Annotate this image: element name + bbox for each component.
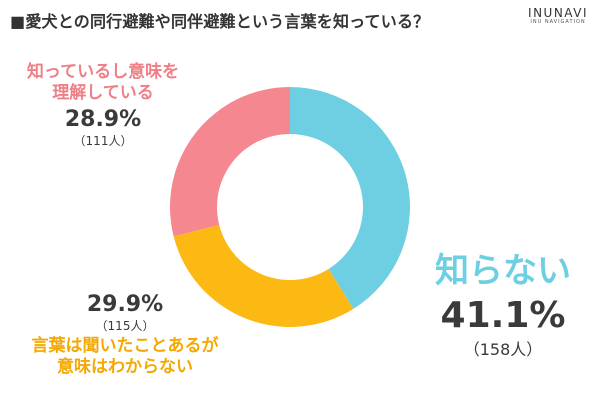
count-label: （158人） bbox=[463, 339, 543, 359]
brand-name: INUNAVI bbox=[528, 6, 588, 20]
category-label-line: 知っているし意味を bbox=[26, 62, 180, 82]
chart-title: ■愛犬との同行避難や同伴避難という言葉を知っている？ bbox=[10, 12, 430, 31]
category-label-line: 理解している bbox=[52, 83, 154, 104]
label-heard-but-unknown: 29.9% （115人） 言葉は聞いたことあるが 意味はわからない bbox=[0, 292, 250, 379]
brand-logo: INUNAVI INU NAVIGATION bbox=[528, 6, 588, 25]
label-dont-know: 知らない 41.1% （158人） bbox=[418, 250, 588, 360]
count-label: （115人） bbox=[95, 319, 155, 333]
percent-label: 28.9% bbox=[64, 106, 142, 132]
percent-label: 41.1% bbox=[440, 294, 566, 336]
category-label: 知らない bbox=[435, 251, 571, 291]
percent-label: 29.9% bbox=[86, 292, 164, 317]
label-know-and-understand: 知っているし意味を 理解している 28.9% （111人） bbox=[8, 62, 198, 149]
donut-slice-0 bbox=[290, 87, 411, 309]
category-label-line: 言葉は聞いたことあるが bbox=[31, 336, 219, 356]
brand-sub: INU NAVIGATION bbox=[530, 19, 586, 25]
category-label-line: 意味はわからない bbox=[57, 357, 193, 378]
donut-slice-1 bbox=[173, 224, 354, 328]
donut-slice-2 bbox=[169, 87, 290, 237]
count-label: （111人） bbox=[73, 133, 133, 148]
